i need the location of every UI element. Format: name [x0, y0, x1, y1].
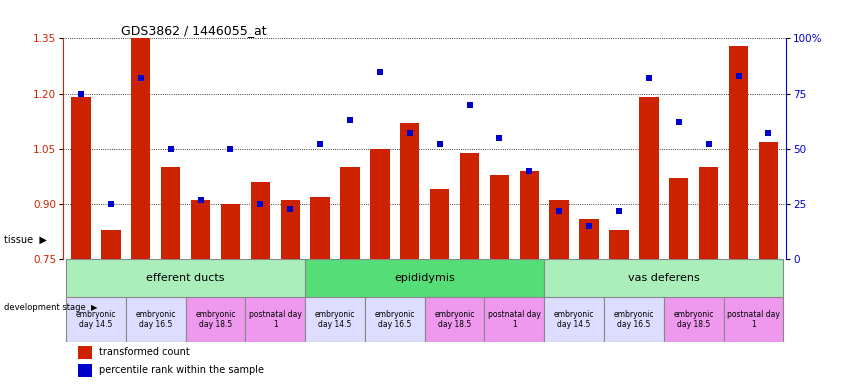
- Bar: [544, 297, 604, 342]
- Text: embryonic
day 16.5: embryonic day 16.5: [135, 310, 176, 329]
- Bar: [489, 175, 509, 259]
- Bar: [604, 297, 664, 342]
- Bar: [131, 38, 151, 259]
- Point: [193, 197, 207, 203]
- Bar: [669, 178, 689, 259]
- Bar: [664, 297, 723, 342]
- Bar: [484, 297, 544, 342]
- Bar: [723, 297, 783, 342]
- Text: embryonic
day 14.5: embryonic day 14.5: [554, 310, 595, 329]
- Point: [553, 208, 566, 214]
- Point: [702, 141, 716, 147]
- Text: epididymis: epididymis: [394, 273, 455, 283]
- Bar: [549, 200, 569, 259]
- Bar: [639, 97, 659, 259]
- Point: [283, 205, 297, 212]
- Bar: [699, 167, 718, 259]
- Text: vas deferens: vas deferens: [628, 273, 700, 283]
- Bar: [220, 204, 241, 259]
- Bar: [365, 297, 425, 342]
- Bar: [191, 200, 210, 259]
- Text: embryonic
day 18.5: embryonic day 18.5: [674, 310, 714, 329]
- Point: [463, 102, 476, 108]
- Text: postnatal day
1: postnatal day 1: [727, 310, 780, 329]
- Point: [762, 130, 775, 136]
- Bar: [246, 297, 305, 342]
- Bar: [77, 364, 92, 377]
- Point: [224, 146, 237, 152]
- Bar: [544, 259, 783, 297]
- Text: percentile rank within the sample: percentile rank within the sample: [99, 365, 264, 375]
- Bar: [400, 123, 420, 259]
- Bar: [460, 152, 479, 259]
- Bar: [341, 167, 360, 259]
- Text: tissue  ▶: tissue ▶: [4, 235, 47, 245]
- Text: embryonic
day 14.5: embryonic day 14.5: [315, 310, 355, 329]
- Bar: [281, 200, 300, 259]
- Point: [74, 91, 87, 97]
- Point: [433, 141, 447, 147]
- Point: [672, 119, 685, 126]
- Point: [254, 201, 267, 207]
- Bar: [425, 297, 484, 342]
- Bar: [161, 167, 180, 259]
- Text: postnatal day
1: postnatal day 1: [249, 310, 302, 329]
- Text: embryonic
day 16.5: embryonic day 16.5: [374, 310, 415, 329]
- Point: [164, 146, 177, 152]
- Text: transformed count: transformed count: [99, 348, 190, 358]
- Text: embryonic
day 18.5: embryonic day 18.5: [195, 310, 235, 329]
- Point: [343, 117, 357, 123]
- Point: [522, 168, 536, 174]
- Point: [104, 201, 118, 207]
- Point: [373, 68, 387, 74]
- Point: [403, 130, 416, 136]
- Bar: [759, 141, 778, 259]
- Bar: [370, 149, 389, 259]
- Bar: [305, 297, 365, 342]
- Point: [582, 223, 595, 229]
- Bar: [520, 171, 539, 259]
- Text: embryonic
day 14.5: embryonic day 14.5: [76, 310, 116, 329]
- Bar: [729, 46, 748, 259]
- Point: [643, 75, 656, 81]
- Text: GDS3862 / 1446055_at: GDS3862 / 1446055_at: [121, 24, 267, 37]
- Bar: [66, 297, 126, 342]
- Text: embryonic
day 18.5: embryonic day 18.5: [434, 310, 475, 329]
- Point: [493, 135, 506, 141]
- Point: [134, 75, 147, 81]
- Bar: [579, 219, 599, 259]
- Point: [314, 141, 327, 147]
- Text: development stage  ▶: development stage ▶: [4, 303, 98, 312]
- Bar: [430, 189, 449, 259]
- Bar: [310, 197, 330, 259]
- Bar: [186, 297, 246, 342]
- Bar: [101, 230, 120, 259]
- Bar: [609, 230, 629, 259]
- Text: efferent ducts: efferent ducts: [146, 273, 225, 283]
- Text: postnatal day
1: postnatal day 1: [488, 310, 541, 329]
- Bar: [71, 97, 91, 259]
- Bar: [77, 346, 92, 359]
- Bar: [251, 182, 270, 259]
- Bar: [305, 259, 544, 297]
- Text: embryonic
day 16.5: embryonic day 16.5: [614, 310, 654, 329]
- Point: [612, 208, 626, 214]
- Bar: [66, 259, 305, 297]
- Point: [732, 73, 745, 79]
- Bar: [126, 297, 186, 342]
